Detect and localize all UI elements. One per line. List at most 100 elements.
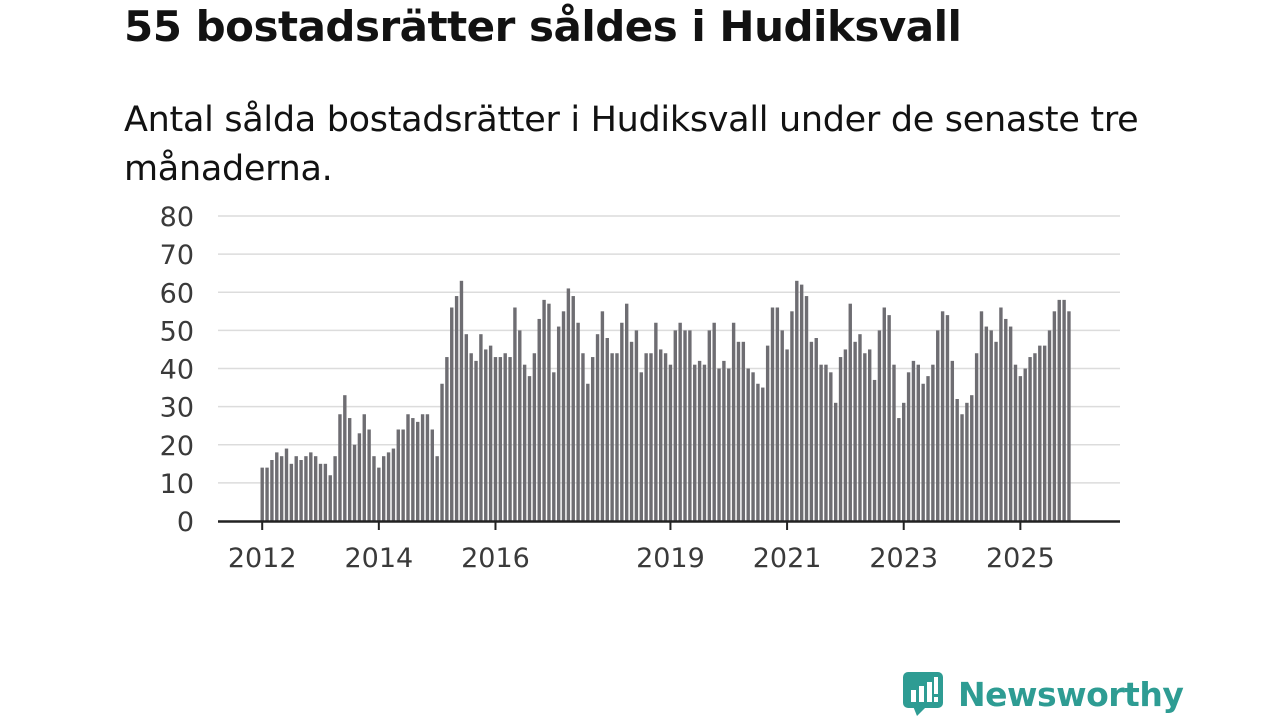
bar	[926, 376, 930, 521]
bar	[887, 315, 891, 521]
bar	[445, 357, 449, 521]
bar	[566, 288, 571, 521]
bar	[892, 364, 896, 521]
bar	[454, 296, 459, 521]
bar	[556, 326, 561, 521]
bar	[965, 402, 969, 521]
bar	[284, 448, 289, 521]
bar	[396, 429, 400, 521]
bar	[693, 364, 697, 521]
bar	[804, 296, 809, 521]
bar	[712, 322, 716, 521]
bar	[513, 307, 517, 521]
y-tick-label: 0	[177, 507, 194, 538]
bar	[493, 357, 498, 521]
bar	[590, 357, 595, 521]
bar	[581, 353, 585, 521]
bar	[304, 456, 308, 521]
chart-subtitle: Antal sålda bostadsrätter i Hudiksvall u…	[124, 100, 1139, 189]
bar	[785, 349, 789, 521]
bar	[814, 338, 818, 521]
bar	[552, 372, 556, 521]
bar	[960, 414, 964, 521]
bar	[799, 284, 804, 521]
bar	[279, 456, 284, 521]
bar	[902, 402, 906, 521]
bar	[989, 330, 993, 521]
bar	[868, 349, 872, 521]
bar	[877, 330, 882, 521]
x-tick-label: 2021	[753, 543, 822, 574]
bar	[707, 330, 712, 521]
bar	[858, 334, 862, 521]
bar	[522, 364, 527, 521]
bar	[722, 360, 726, 521]
bar	[411, 418, 415, 521]
bars	[260, 280, 1071, 521]
bar	[663, 353, 668, 521]
y-tick-label: 70	[160, 240, 194, 271]
bar	[780, 330, 784, 521]
bar	[260, 467, 264, 521]
bar	[333, 456, 337, 521]
bar	[824, 364, 828, 521]
bar	[833, 402, 838, 521]
bar	[1067, 311, 1071, 521]
bar	[911, 360, 916, 521]
bar	[872, 379, 877, 521]
bar	[503, 353, 507, 521]
bar	[323, 463, 328, 521]
x-tick-label: 2016	[461, 543, 530, 574]
y-tick-label: 80	[160, 202, 194, 233]
bar	[386, 452, 391, 521]
bar	[625, 303, 629, 521]
bar	[731, 322, 736, 521]
bar	[736, 341, 741, 521]
bar	[309, 452, 313, 521]
bar	[1013, 364, 1018, 521]
bar	[838, 357, 843, 521]
bar	[765, 345, 770, 521]
bar	[289, 463, 294, 521]
bar	[620, 322, 624, 521]
bar	[347, 418, 352, 521]
bar	[688, 330, 692, 521]
bar	[464, 334, 469, 521]
bar	[372, 456, 376, 521]
bar	[979, 311, 984, 521]
bar	[518, 330, 522, 521]
bar	[576, 322, 580, 521]
bar	[542, 299, 546, 521]
bar	[430, 429, 434, 521]
bar	[299, 460, 303, 521]
bar	[654, 322, 658, 521]
bar	[916, 364, 920, 521]
bar	[746, 368, 750, 521]
y-tick-label: 50	[160, 316, 194, 347]
bar	[595, 334, 600, 521]
bar	[819, 364, 823, 521]
bar	[1028, 357, 1032, 521]
bar	[702, 364, 707, 521]
bar	[853, 341, 857, 521]
bar	[338, 414, 342, 521]
bar	[352, 444, 357, 521]
bar	[527, 376, 532, 521]
bar	[498, 357, 503, 521]
bar	[474, 360, 478, 521]
bar	[313, 456, 318, 521]
bar	[940, 311, 945, 521]
bar	[1033, 353, 1037, 521]
bar	[644, 353, 648, 521]
bar	[741, 341, 746, 521]
bar	[994, 341, 998, 521]
bar	[362, 414, 366, 521]
bar	[829, 372, 833, 521]
bar	[586, 383, 590, 521]
bar	[697, 360, 702, 521]
bar	[605, 338, 609, 521]
bar	[1023, 368, 1027, 521]
bar	[382, 456, 386, 521]
bar	[469, 353, 473, 521]
bar	[843, 349, 848, 521]
